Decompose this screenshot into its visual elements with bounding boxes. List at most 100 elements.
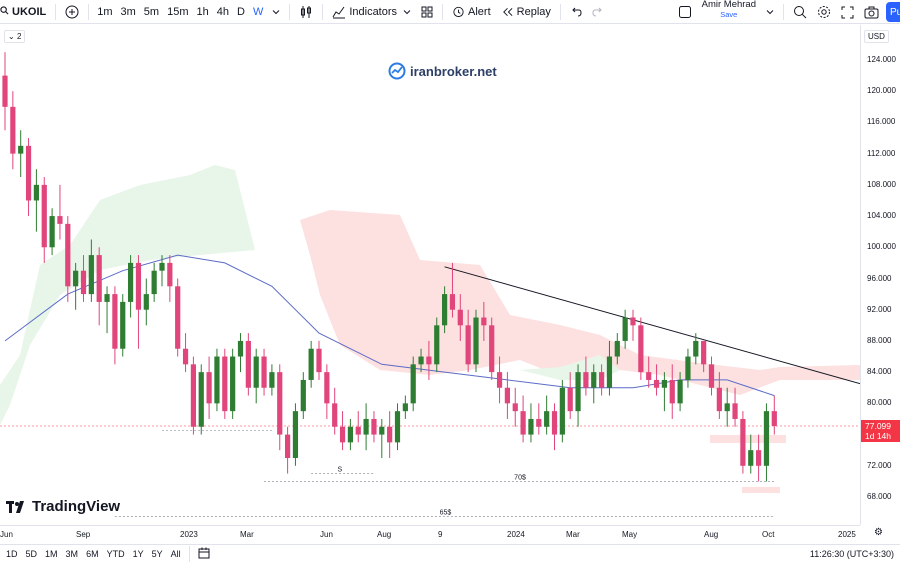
undo-button[interactable]: [565, 0, 587, 24]
redo-icon: [592, 7, 602, 16]
replay-button[interactable]: Replay: [496, 0, 556, 24]
time-tick: May: [622, 530, 638, 539]
redo-button[interactable]: [587, 0, 609, 24]
candle-body: [724, 403, 730, 412]
save-link[interactable]: Save: [720, 10, 738, 19]
divider: [442, 3, 444, 20]
range-1m[interactable]: 1M: [45, 549, 58, 559]
time-tick: Aug: [377, 530, 392, 539]
candle-body: [73, 270, 79, 287]
timeframe-4h[interactable]: 4h: [216, 5, 229, 18]
candle-body: [387, 426, 393, 443]
candle: [135, 255, 142, 349]
chevron-down-icon: ⌄: [8, 32, 15, 41]
candle-body: [402, 403, 408, 412]
candle-body: [567, 387, 573, 412]
candle-body: [214, 356, 220, 404]
candle-body: [25, 145, 32, 201]
candle: [473, 309, 479, 373]
range-1y[interactable]: 1Y: [132, 549, 144, 559]
alert-button[interactable]: Alert: [447, 0, 496, 24]
timeframe-15m[interactable]: 15m: [167, 5, 189, 18]
candle-body: [614, 340, 620, 357]
candle-body: [300, 379, 306, 412]
user-menu[interactable]: Amir Mehrad Save: [697, 0, 761, 24]
range-5y[interactable]: 5Y: [151, 549, 163, 559]
candle-body: [481, 317, 487, 326]
alert-label: Alert: [468, 5, 491, 18]
candle: [245, 333, 251, 396]
fullscreen-button[interactable]: [836, 0, 859, 24]
snapshot-button[interactable]: [859, 0, 884, 24]
range-1d[interactable]: 1D: [6, 549, 18, 559]
candle: [2, 52, 8, 131]
clock[interactable]: 11:26:30 (UTC+3:30): [809, 549, 894, 559]
candle: [206, 356, 212, 419]
range-all[interactable]: All: [170, 549, 181, 559]
level-label-70: 70$: [514, 474, 526, 481]
user-dropdown[interactable]: [761, 0, 779, 24]
rewind-icon: [502, 7, 513, 16]
timeframe-d[interactable]: D: [236, 5, 245, 18]
candle-body: [685, 356, 691, 380]
compare-button[interactable]: [60, 0, 84, 24]
timeframe-1h[interactable]: 1h: [196, 5, 209, 18]
candle-body: [10, 106, 16, 154]
candle-body: [418, 356, 424, 365]
price-axis[interactable]: 124.000 120.000 116.000 112.000 108.000 104.0…: [860, 25, 900, 525]
currency-label[interactable]: USD: [864, 30, 889, 43]
divider: [188, 546, 190, 562]
legend-toggle[interactable]: ⌄ 2: [4, 30, 26, 43]
candle-body: [496, 372, 503, 388]
candle: [771, 395, 777, 435]
range-ytd[interactable]: YTD: [106, 549, 125, 559]
time-tick: Oct: [762, 530, 775, 539]
candle: [481, 301, 487, 341]
support-levels: [114, 430, 775, 517]
candle: [544, 395, 550, 435]
candle: [198, 364, 204, 435]
price-tick: 120.000: [867, 86, 896, 96]
price-tick: 88.000: [867, 335, 892, 345]
price-tick: 92.000: [867, 304, 892, 314]
date-range-button[interactable]: [194, 547, 214, 561]
range-6m[interactable]: 6M: [86, 549, 99, 559]
time-axis[interactable]: Jun Sep 2023 Mar Jun Aug 9 2024 Mar May Aug Oct 2025: [0, 525, 860, 543]
candle-body: [332, 403, 338, 427]
timeframe-5m[interactable]: 5m: [143, 5, 160, 18]
publish-button[interactable]: Pu: [886, 2, 900, 22]
candle-body: [143, 294, 149, 310]
layout-checkbox[interactable]: [673, 0, 697, 24]
candle-body: [606, 356, 613, 388]
last-price-value: 77.099: [865, 421, 891, 431]
candle-body: [57, 216, 63, 224]
candle: [339, 411, 346, 451]
trendline[interactable]: [444, 266, 860, 385]
candle-body: [135, 262, 142, 310]
candle: [732, 387, 738, 427]
candle-body: [324, 372, 330, 404]
divider: [559, 3, 561, 20]
range-5d[interactable]: 5D: [25, 549, 38, 559]
price-chart[interactable]: S 70$ 65$: [0, 25, 860, 525]
indicators-button[interactable]: Indicators: [327, 0, 416, 24]
timeframe-dropdown[interactable]: [267, 0, 285, 24]
symbol-search[interactable]: UKOIL: [0, 0, 51, 24]
timeframe-3m[interactable]: 3m: [120, 5, 136, 18]
range-3m[interactable]: 3M: [65, 549, 79, 559]
last-price-label: 77.099 1d 14h: [861, 420, 900, 442]
candle-body: [175, 286, 181, 349]
tradingview-logo[interactable]: TradingView: [6, 498, 120, 515]
gear-icon[interactable]: ⚙: [874, 527, 883, 538]
chart-type-button[interactable]: [294, 0, 318, 24]
candle: [763, 403, 770, 482]
candle: [222, 348, 228, 419]
settings-button[interactable]: [812, 0, 836, 24]
timeframe-w[interactable]: W: [252, 5, 264, 18]
timeframe-1m[interactable]: 1m: [97, 5, 113, 18]
cloud-bearish: [300, 210, 860, 395]
candle-body: [65, 223, 71, 287]
quick-search-button[interactable]: [788, 0, 812, 24]
candle-body: [575, 372, 581, 412]
templates-button[interactable]: [416, 0, 438, 24]
